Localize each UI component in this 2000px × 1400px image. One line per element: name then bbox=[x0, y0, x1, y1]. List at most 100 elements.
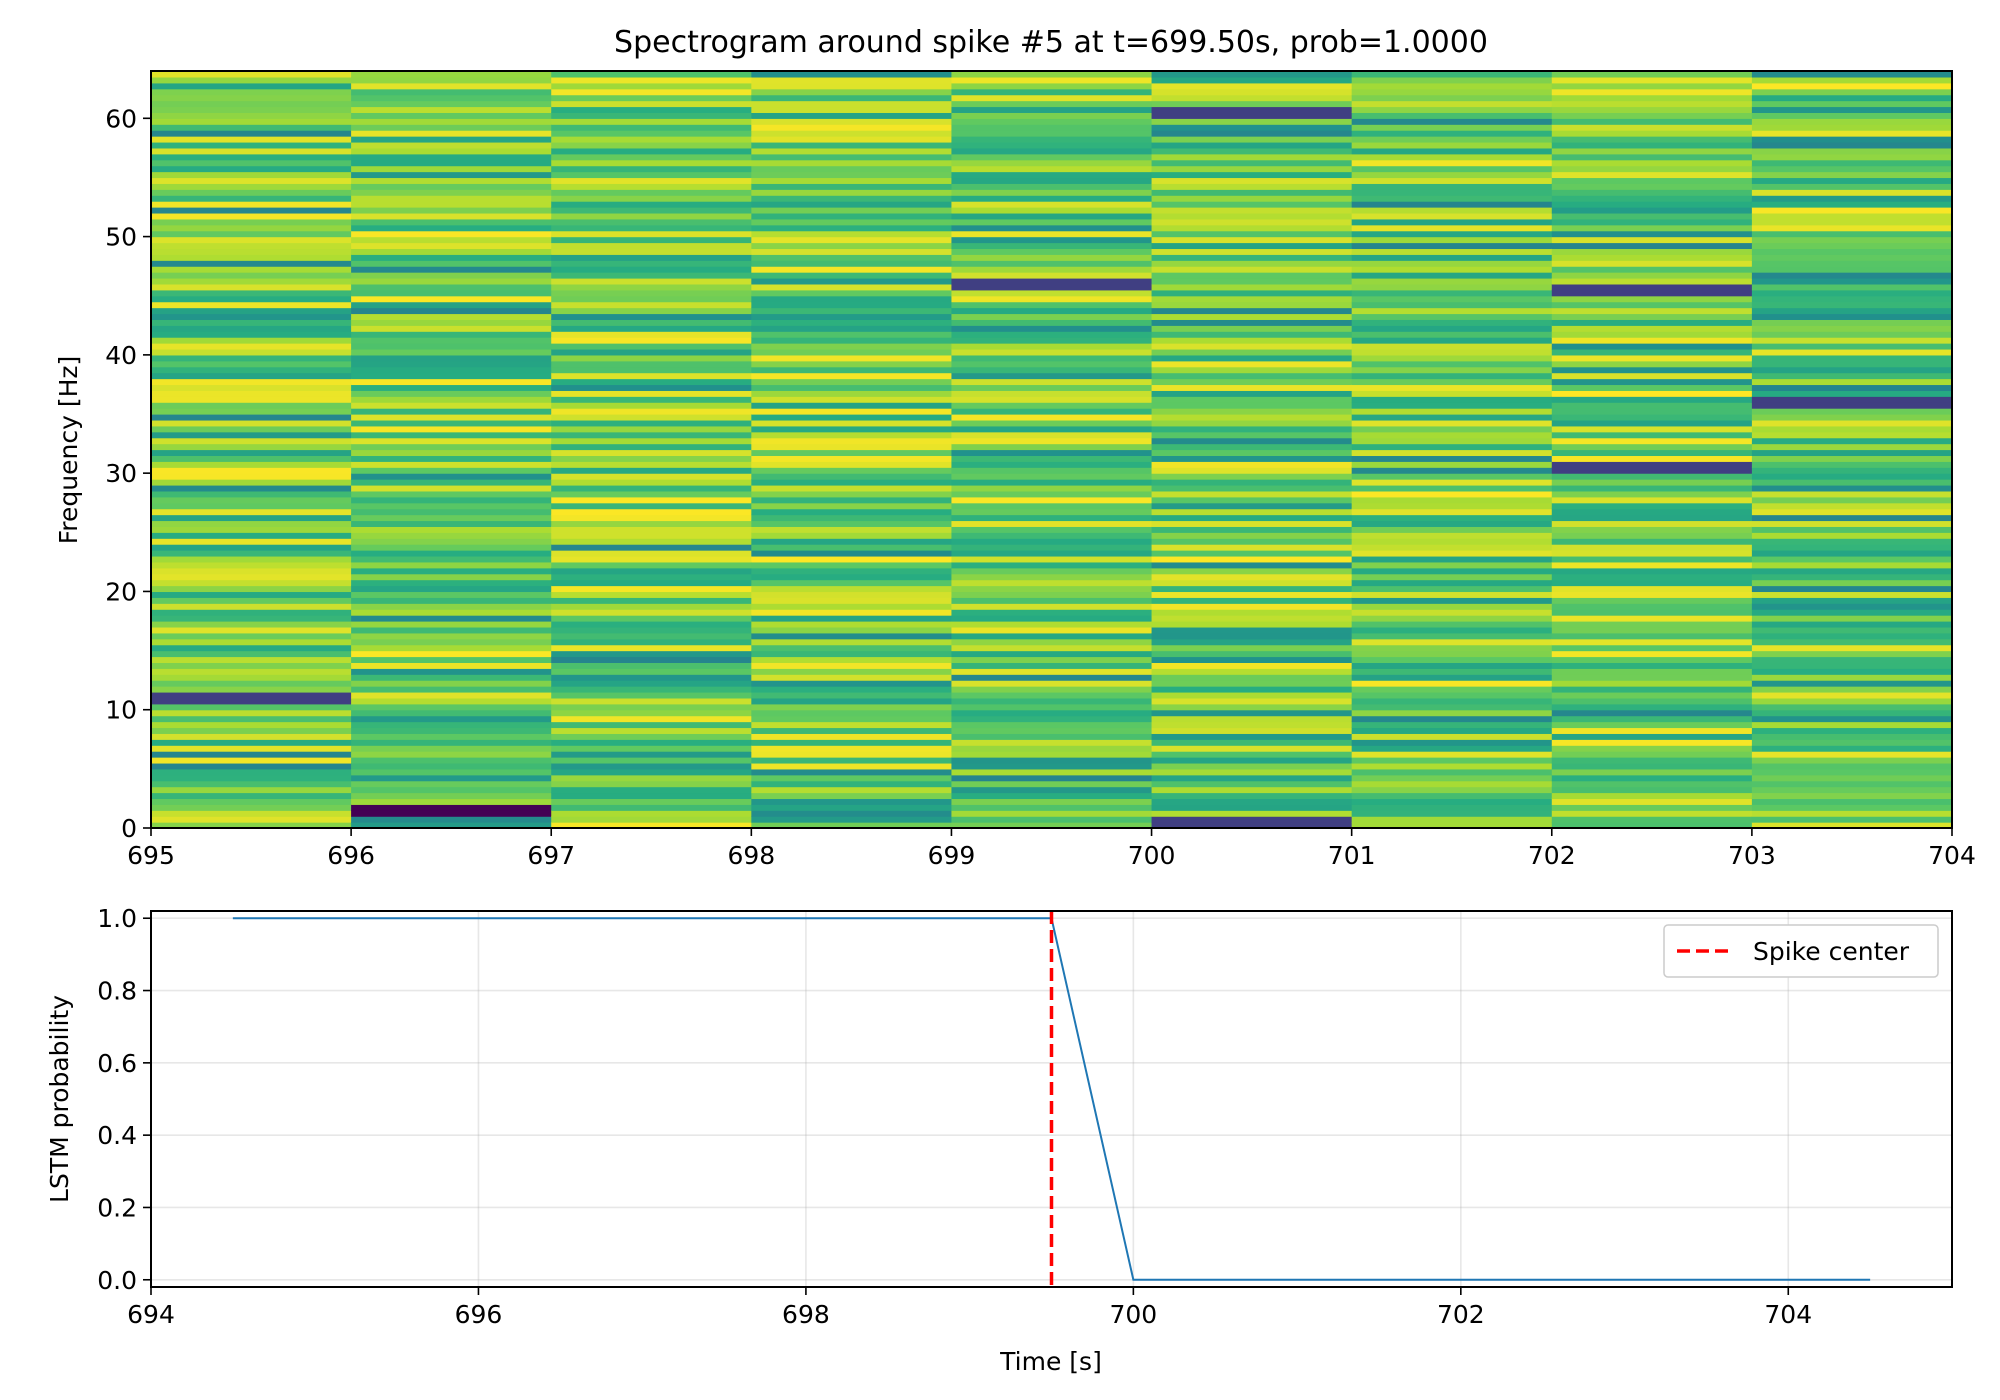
spectrogram-cell bbox=[551, 431, 752, 439]
spectrogram-cell bbox=[151, 514, 352, 522]
spectrogram-cell bbox=[751, 484, 953, 492]
spectrogram-cell bbox=[551, 745, 752, 752]
spectrogram-cell bbox=[951, 597, 1153, 604]
spectrogram-cell bbox=[551, 301, 752, 309]
spectrogram-cell bbox=[951, 130, 1153, 137]
spectrogram-cell bbox=[751, 147, 953, 155]
spectrogram-cell bbox=[351, 212, 552, 220]
spectrogram-cell bbox=[151, 751, 352, 758]
spectrogram-cell bbox=[1551, 378, 1753, 386]
spectrogram-cell bbox=[951, 721, 1153, 729]
spectrogram-cell bbox=[551, 171, 752, 179]
spectrogram-cell bbox=[1151, 378, 1353, 386]
spectrogram-cell bbox=[1351, 721, 1553, 729]
spectrogram-x-tick-label: 695 bbox=[127, 841, 175, 870]
spectrogram-cell bbox=[351, 496, 552, 504]
spectrogram-cell bbox=[1751, 461, 1953, 468]
spectrogram-cell bbox=[1751, 354, 1953, 362]
spectrogram-cell bbox=[951, 337, 1153, 344]
spectrogram-cell bbox=[551, 354, 752, 362]
spectrogram-cell bbox=[751, 615, 953, 622]
spectrogram-cell bbox=[951, 662, 1153, 669]
spectrogram-cell bbox=[151, 739, 352, 746]
spectrogram-cell bbox=[151, 532, 352, 539]
spectrogram-y-tick-label: 40 bbox=[105, 341, 137, 370]
spectrogram-cell bbox=[1751, 218, 1953, 226]
spectrogram-cell bbox=[1551, 254, 1753, 261]
spectrogram-cell bbox=[351, 431, 552, 439]
spectrogram-cell bbox=[1551, 656, 1753, 663]
spectrogram-cell bbox=[351, 780, 552, 788]
spectrogram-cell bbox=[1551, 425, 1753, 433]
spectrogram-cell bbox=[1351, 212, 1553, 220]
spectrogram-cell bbox=[151, 171, 352, 179]
spectrogram-cell bbox=[351, 455, 552, 462]
spectrogram-cell bbox=[1751, 301, 1953, 309]
spectrogram-cell bbox=[751, 177, 953, 184]
spectrogram-cell bbox=[1151, 674, 1353, 681]
spectrogram-cell bbox=[551, 443, 752, 451]
spectrogram-cell bbox=[1551, 697, 1753, 705]
spectrogram-cell bbox=[1351, 479, 1553, 486]
spectrogram-cell bbox=[551, 579, 752, 587]
spectrogram-cell bbox=[1151, 768, 1353, 776]
spectrogram-cell bbox=[551, 94, 752, 102]
spectrogram-cell bbox=[151, 183, 352, 190]
spectrogram-cell bbox=[1551, 230, 1753, 238]
spectrogram-cell bbox=[1151, 207, 1353, 214]
spectrogram-cell bbox=[551, 585, 752, 593]
spectrogram-cell bbox=[1751, 307, 1953, 315]
spectrogram-cell bbox=[551, 366, 752, 374]
spectrogram-cell bbox=[1351, 496, 1553, 504]
spectrogram-cell bbox=[551, 419, 752, 427]
spectrogram-cell bbox=[1351, 816, 1553, 823]
spectrogram-cell bbox=[951, 319, 1153, 326]
spectrogram-cell bbox=[1351, 550, 1553, 557]
spectrogram-cell bbox=[1551, 331, 1753, 338]
spectrogram-cell bbox=[1551, 822, 1753, 829]
spectrogram-cell bbox=[1151, 603, 1353, 610]
spectrogram-cell bbox=[351, 473, 552, 480]
spectrogram-cell bbox=[751, 337, 953, 344]
spectrogram-cell bbox=[551, 408, 752, 415]
spectrogram-cell bbox=[1551, 626, 1753, 634]
spectrogram-cell bbox=[751, 171, 953, 179]
spectrogram-cell bbox=[751, 201, 953, 208]
spectrogram-cell bbox=[751, 733, 953, 740]
spectrogram-cell bbox=[751, 609, 953, 616]
spectrogram-cell bbox=[751, 816, 953, 823]
spectrogram-cell bbox=[751, 242, 953, 250]
spectrogram-cell bbox=[1551, 668, 1753, 675]
spectrogram-cell bbox=[1551, 544, 1753, 551]
spectrogram-cell bbox=[1551, 372, 1753, 380]
spectrogram-cell bbox=[151, 319, 352, 326]
spectrogram-cell bbox=[551, 88, 752, 96]
spectrogram-cell bbox=[1151, 650, 1353, 658]
spectrogram-cell bbox=[1351, 165, 1553, 173]
spectrogram-cell bbox=[1151, 177, 1353, 184]
spectrogram-cell bbox=[351, 124, 552, 131]
spectrogram-cell bbox=[1551, 662, 1753, 669]
spectrogram-cell bbox=[1551, 561, 1753, 569]
spectrogram-cell bbox=[1351, 762, 1553, 770]
spectrogram-cell bbox=[751, 372, 953, 380]
spectrogram-cell bbox=[1751, 479, 1953, 486]
spectrogram-cell bbox=[151, 768, 352, 776]
spectrogram-cell bbox=[1351, 473, 1553, 480]
spectrogram-cell bbox=[1151, 727, 1353, 734]
spectrogram-cell bbox=[151, 621, 352, 628]
spectrogram-cell bbox=[351, 532, 552, 539]
spectrogram-cell bbox=[1751, 591, 1953, 598]
spectrogram-cell bbox=[1751, 390, 1953, 397]
spectrogram-cell bbox=[151, 76, 352, 84]
spectrogram-cell bbox=[751, 597, 953, 604]
spectrogram-cell bbox=[1151, 301, 1353, 309]
spectrogram-cell bbox=[1151, 508, 1353, 516]
spectrogram-cell bbox=[151, 165, 352, 173]
spectrogram-cell bbox=[1551, 112, 1753, 119]
spectrogram-y-tick-label: 10 bbox=[105, 696, 137, 725]
spectrogram-cell bbox=[751, 757, 953, 764]
spectrogram-cell bbox=[1151, 159, 1353, 167]
spectrogram-cell bbox=[751, 295, 953, 303]
spectrogram-cell bbox=[1751, 76, 1953, 84]
